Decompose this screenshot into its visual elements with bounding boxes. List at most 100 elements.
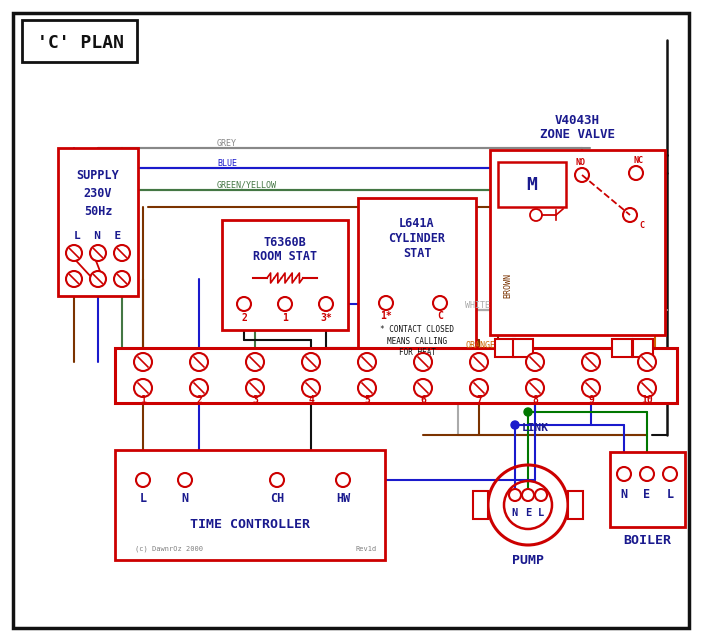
Text: HW: HW bbox=[336, 492, 350, 504]
Circle shape bbox=[582, 379, 600, 397]
Circle shape bbox=[278, 297, 292, 311]
FancyBboxPatch shape bbox=[358, 198, 476, 350]
Text: M: M bbox=[526, 176, 538, 194]
Circle shape bbox=[379, 296, 393, 310]
Text: L: L bbox=[538, 508, 544, 518]
Text: BLUE: BLUE bbox=[217, 158, 237, 167]
Circle shape bbox=[470, 379, 488, 397]
Text: (c) DawnrOz 2000: (c) DawnrOz 2000 bbox=[135, 545, 203, 553]
Text: STAT: STAT bbox=[403, 247, 431, 260]
Text: 1*: 1* bbox=[380, 311, 392, 321]
Text: NO: NO bbox=[575, 158, 585, 167]
FancyBboxPatch shape bbox=[513, 339, 533, 357]
Text: 8: 8 bbox=[532, 395, 538, 405]
Text: CYLINDER: CYLINDER bbox=[388, 231, 446, 244]
Circle shape bbox=[414, 379, 432, 397]
FancyBboxPatch shape bbox=[490, 150, 665, 335]
Text: SUPPLY
230V
50Hz: SUPPLY 230V 50Hz bbox=[77, 169, 119, 217]
Text: NC: NC bbox=[633, 156, 643, 165]
Circle shape bbox=[535, 489, 547, 501]
Circle shape bbox=[640, 467, 654, 481]
Text: 1: 1 bbox=[140, 395, 146, 405]
Circle shape bbox=[511, 421, 519, 429]
Circle shape bbox=[114, 245, 130, 261]
Text: T6360B: T6360B bbox=[264, 235, 306, 249]
Circle shape bbox=[522, 489, 534, 501]
Text: 4: 4 bbox=[308, 395, 314, 405]
Circle shape bbox=[237, 297, 251, 311]
Circle shape bbox=[136, 473, 150, 487]
Circle shape bbox=[134, 353, 152, 371]
Text: 3: 3 bbox=[252, 395, 258, 405]
Text: 3*: 3* bbox=[320, 313, 332, 323]
FancyBboxPatch shape bbox=[498, 162, 566, 207]
Circle shape bbox=[302, 353, 320, 371]
Circle shape bbox=[509, 489, 521, 501]
Circle shape bbox=[582, 353, 600, 371]
Circle shape bbox=[414, 353, 432, 371]
Circle shape bbox=[270, 473, 284, 487]
FancyBboxPatch shape bbox=[473, 491, 488, 519]
Text: L: L bbox=[140, 492, 147, 504]
Text: N: N bbox=[181, 492, 189, 504]
Circle shape bbox=[66, 271, 82, 287]
Text: GREY: GREY bbox=[217, 138, 237, 147]
Text: * CONTACT CLOSED
MEANS CALLING
FOR HEAT: * CONTACT CLOSED MEANS CALLING FOR HEAT bbox=[380, 326, 454, 356]
Circle shape bbox=[470, 353, 488, 371]
Circle shape bbox=[623, 208, 637, 222]
FancyBboxPatch shape bbox=[633, 339, 653, 357]
Circle shape bbox=[358, 379, 376, 397]
Text: BOILER: BOILER bbox=[623, 535, 672, 547]
Circle shape bbox=[319, 297, 333, 311]
Text: 5: 5 bbox=[364, 395, 370, 405]
Text: V4043H: V4043H bbox=[555, 113, 600, 126]
FancyBboxPatch shape bbox=[115, 348, 677, 403]
Text: 2: 2 bbox=[241, 313, 247, 323]
Text: 1: 1 bbox=[282, 313, 288, 323]
Text: E: E bbox=[644, 488, 651, 501]
Circle shape bbox=[530, 209, 542, 221]
Circle shape bbox=[663, 467, 677, 481]
Text: C: C bbox=[640, 221, 644, 229]
Text: L  N  E: L N E bbox=[74, 231, 121, 241]
Circle shape bbox=[617, 467, 631, 481]
FancyBboxPatch shape bbox=[495, 339, 515, 357]
Circle shape bbox=[178, 473, 192, 487]
FancyBboxPatch shape bbox=[222, 220, 348, 330]
Text: L: L bbox=[666, 488, 673, 501]
Text: 6: 6 bbox=[420, 395, 426, 405]
Circle shape bbox=[246, 353, 264, 371]
Text: WHITE: WHITE bbox=[465, 301, 490, 310]
Circle shape bbox=[66, 245, 82, 261]
Text: BROWN: BROWN bbox=[503, 272, 512, 297]
Circle shape bbox=[575, 168, 589, 182]
Text: ORANGE: ORANGE bbox=[465, 340, 495, 349]
Circle shape bbox=[433, 296, 447, 310]
Text: 2: 2 bbox=[196, 395, 202, 405]
Text: L641A: L641A bbox=[399, 217, 435, 229]
Circle shape bbox=[90, 245, 106, 261]
Text: ROOM STAT: ROOM STAT bbox=[253, 249, 317, 263]
Text: 7: 7 bbox=[476, 395, 482, 405]
FancyBboxPatch shape bbox=[58, 148, 138, 296]
Text: N: N bbox=[512, 508, 518, 518]
Circle shape bbox=[302, 379, 320, 397]
Text: TIME CONTROLLER: TIME CONTROLLER bbox=[190, 519, 310, 531]
FancyBboxPatch shape bbox=[610, 452, 685, 527]
Circle shape bbox=[90, 271, 106, 287]
FancyBboxPatch shape bbox=[115, 450, 385, 560]
Text: GREEN/YELLOW: GREEN/YELLOW bbox=[217, 181, 277, 190]
Text: E: E bbox=[525, 508, 531, 518]
Circle shape bbox=[190, 353, 208, 371]
Circle shape bbox=[336, 473, 350, 487]
Text: LINK: LINK bbox=[522, 423, 548, 433]
FancyBboxPatch shape bbox=[568, 491, 583, 519]
Text: N: N bbox=[621, 488, 628, 501]
Text: C: C bbox=[437, 311, 443, 321]
FancyBboxPatch shape bbox=[13, 13, 689, 628]
Text: CH: CH bbox=[270, 492, 284, 504]
Circle shape bbox=[358, 353, 376, 371]
Text: 'C' PLAN: 'C' PLAN bbox=[37, 34, 124, 52]
Circle shape bbox=[190, 379, 208, 397]
Circle shape bbox=[526, 379, 544, 397]
